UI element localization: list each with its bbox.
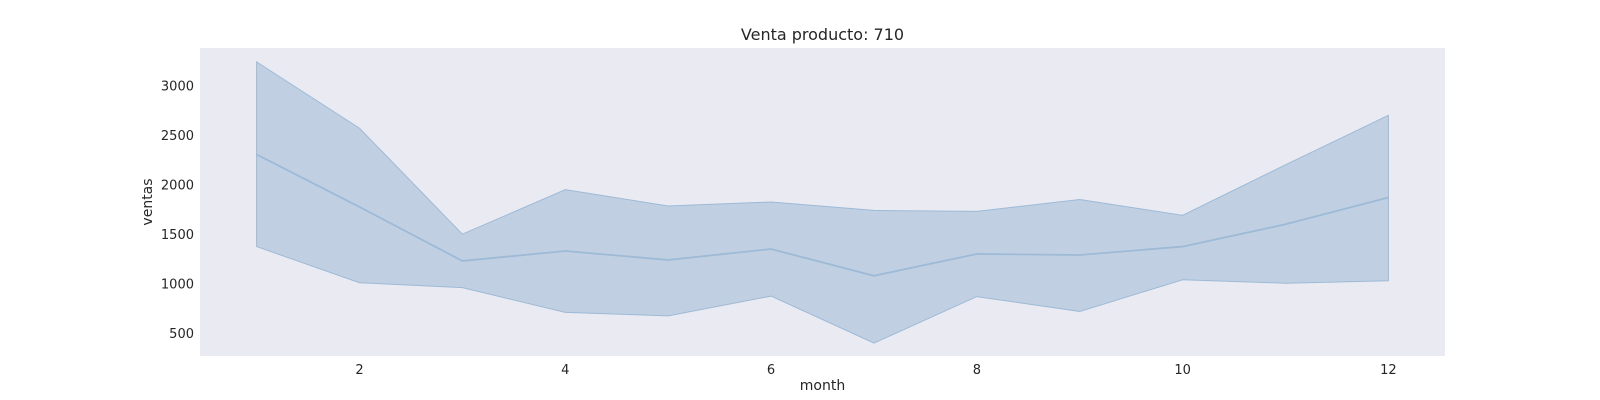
y-tick-label: 500	[169, 327, 194, 342]
x-tick-label: 2	[355, 363, 363, 378]
y-tick-label: 1000	[161, 278, 194, 293]
y-tick-label: 3000	[161, 80, 194, 95]
x-tick-label: 10	[1174, 363, 1191, 378]
x-axis-label: month	[800, 378, 845, 394]
chart-title: Venta producto: 710	[741, 25, 904, 44]
y-tick-label: 2500	[161, 129, 194, 144]
x-tick-label: 12	[1380, 363, 1397, 378]
y-tick-label: 1500	[161, 228, 194, 243]
x-tick-label: 8	[973, 363, 981, 378]
x-tick-label: 6	[767, 363, 775, 378]
y-axis-label: ventas	[140, 178, 156, 225]
confidence-band	[256, 60, 1389, 344]
series-line	[256, 153, 1389, 277]
line-layer	[256, 153, 1389, 277]
confidence-band-layer	[256, 60, 1389, 344]
x-tick-label: 4	[561, 363, 569, 378]
y-tick-label: 2000	[161, 179, 194, 194]
y-tick-labels: 500 1000 1500 2000 2500 3000	[161, 80, 194, 343]
x-tick-labels: 2 4 6 8 10 12	[355, 363, 1396, 378]
